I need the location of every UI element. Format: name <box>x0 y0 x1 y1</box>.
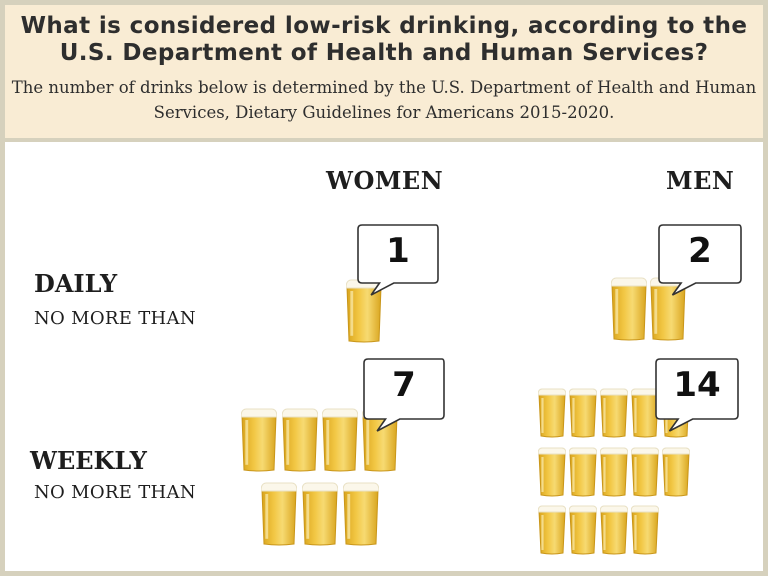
page-title: What is considered low-risk drinking, ac… <box>20 13 748 66</box>
beer-glass-icon <box>610 277 648 345</box>
beer-glass-icon <box>599 505 629 559</box>
header-banner: What is considered low-risk drinking, ac… <box>5 5 763 142</box>
beer-glass-icon <box>630 388 660 442</box>
speech-bubble-women-daily: 1 <box>356 223 440 301</box>
column-heading-men: MEN <box>666 166 735 195</box>
row-subheading-weekly: NO MORE THAN <box>34 482 196 503</box>
beer-glass-icon <box>599 388 629 442</box>
beer-glass-icon <box>537 447 567 501</box>
beer-glass-icon <box>568 505 598 559</box>
row-subheading-daily: NO MORE THAN <box>34 308 196 329</box>
beer-glass-icon <box>661 447 691 501</box>
beer-glass-icon <box>260 482 298 550</box>
beer-glass-icon <box>568 447 598 501</box>
beer-glass-icon <box>568 388 598 442</box>
row-heading-weekly: WEEKLY <box>30 446 147 475</box>
beer-glass-icon <box>342 482 380 550</box>
beer-glass-icon <box>301 482 339 550</box>
beer-glass-icon <box>630 447 660 501</box>
beer-glass-icon <box>599 447 629 501</box>
beer-glass-icon <box>281 408 319 476</box>
row-heading-daily: DAILY <box>34 269 118 298</box>
page-subtitle: The number of drinks below is determined… <box>11 78 757 122</box>
beer-glass-icon <box>240 408 278 476</box>
speech-bubble-women-weekly: 7 <box>362 357 446 437</box>
speech-bubble-men-daily: 2 <box>657 223 743 301</box>
limit-number: 7 <box>392 365 416 405</box>
limit-number: 1 <box>386 231 410 271</box>
beer-glass-icon <box>630 505 660 559</box>
column-heading-women: WOMEN <box>326 166 444 195</box>
limit-number: 2 <box>688 231 712 271</box>
limit-number: 14 <box>673 365 721 405</box>
beer-glass-icon <box>537 388 567 442</box>
beer-glass-icon <box>321 408 359 476</box>
speech-bubble-men-weekly: 14 <box>654 357 740 437</box>
beer-glass-icon <box>537 505 567 559</box>
